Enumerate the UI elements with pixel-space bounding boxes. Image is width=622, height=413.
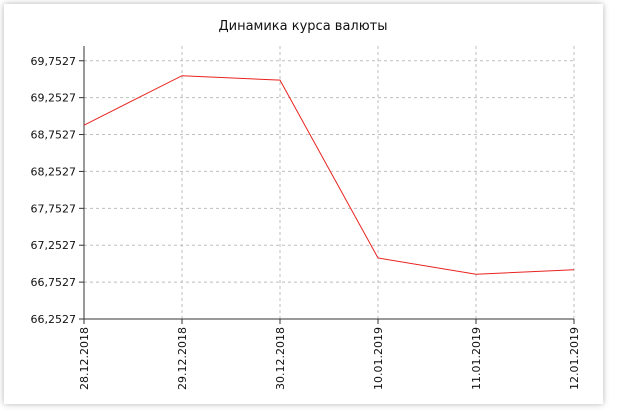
y-tick-label: 69,2527 bbox=[31, 92, 77, 105]
chart-frame: Динамика курса валюты 66,2527 66,7527 67,2… bbox=[4, 4, 603, 404]
y-tick-label: 68,7527 bbox=[31, 129, 77, 142]
y-tick-label: 67,7527 bbox=[31, 202, 77, 215]
x-axis-ticks: 28.12.2018 29.12.2018 30.12.2018 10.01.2019… bbox=[78, 319, 581, 390]
y-tick-label: 66,7527 bbox=[31, 276, 77, 289]
x-tick-label: 28.12.2018 bbox=[78, 327, 91, 390]
series bbox=[83, 75, 575, 275]
y-tick-label: 66,2527 bbox=[31, 313, 77, 326]
y-tick-label: 68,2527 bbox=[31, 165, 77, 178]
axes bbox=[83, 46, 574, 320]
line-chart: Динамика курса валюты 66,2527 66,7527 67,2… bbox=[31, 19, 582, 390]
y-axis-ticks: 66,2527 66,7527 67,2527 67,7527 68,2527 68,75… bbox=[31, 55, 84, 326]
x-tick-label: 11.01.2019 bbox=[470, 327, 483, 390]
y-tick-label: 69,7527 bbox=[31, 55, 77, 68]
x-tick-label: 12.01.2019 bbox=[568, 327, 581, 390]
x-tick-label: 29.12.2018 bbox=[176, 327, 189, 390]
x-tick-label: 10.01.2019 bbox=[372, 327, 385, 390]
x-tick-label: 30.12.2018 bbox=[274, 327, 287, 390]
grid bbox=[83, 46, 575, 320]
series-line bbox=[83, 75, 575, 275]
y-tick-label: 67,2527 bbox=[31, 239, 77, 252]
chart-title: Динамика курса валюты bbox=[218, 19, 387, 34]
